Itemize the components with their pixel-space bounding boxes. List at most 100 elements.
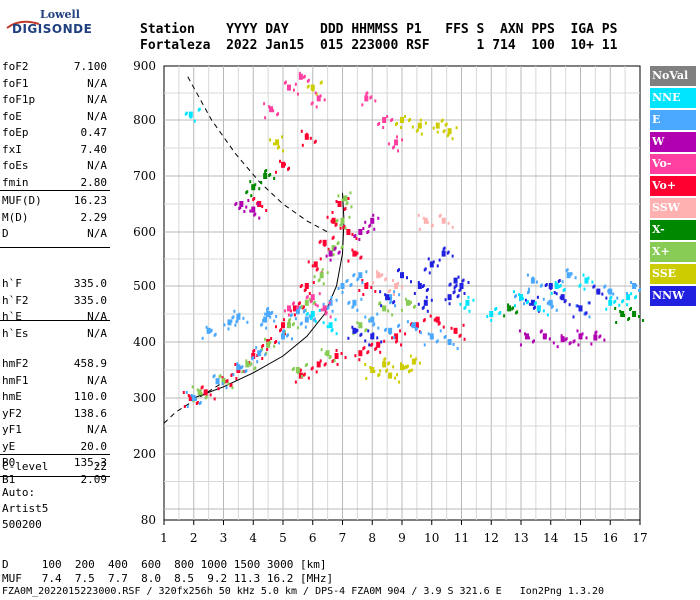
echo-point [570,272,573,276]
echo-point [358,358,361,362]
echo-point [622,299,625,303]
echo-point [261,357,264,360]
echo-point [519,294,523,301]
echo-point [242,316,245,320]
echo-point [328,301,331,305]
echo-point [281,135,284,139]
echo-point [279,159,281,163]
echo-point [512,306,515,310]
echo-point [213,374,216,378]
echo-point [343,225,346,228]
echo-point [316,95,321,102]
echo-point [344,207,347,210]
echo-point [262,344,265,347]
echo-point [416,128,419,132]
echo-point [435,316,440,323]
echo-point [269,138,272,142]
param-name: foF2 [2,60,29,73]
echo-point [316,361,321,368]
echo-point [233,309,236,313]
echo-point [364,220,367,224]
echo-point [630,281,633,284]
echo-point [300,321,303,325]
echo-point [200,392,203,396]
echo-point [400,343,403,347]
echo-point [261,322,264,326]
x-tick-label: 3 [220,531,228,545]
y-tick-label: 80 [141,513,156,527]
autoscaling-info: Artist5 [2,502,49,515]
echo-point [391,336,394,340]
param-name: h`E [2,310,22,323]
echo-point [400,362,402,366]
digisonde-logo: Lowell DIGISONDE [6,8,92,44]
echo-point [246,320,249,324]
echo-point [414,322,419,329]
echo-point [320,308,323,312]
echo-point [328,250,333,257]
echo-point [432,126,435,130]
echo-point [519,343,522,347]
echo-point [287,313,290,317]
echo-point [444,298,447,302]
echo-point [556,345,559,349]
echo-point [564,299,567,303]
echo-point [393,145,396,149]
echo-point [312,281,315,284]
echo-point [451,225,454,229]
echo-point [319,94,322,98]
echo-point [584,277,589,284]
echo-point [565,337,568,341]
echo-point [406,364,409,368]
echo-point [292,88,295,92]
echo-point [241,370,244,374]
echo-point [305,132,308,136]
echo-point [286,305,291,312]
echo-point [368,343,371,347]
echo-point [358,272,363,279]
echo-point [235,377,238,380]
param-name: yE [2,439,16,453]
echo-point [379,369,382,373]
echo-point [343,195,348,202]
echo-point [614,307,617,310]
echo-point [368,319,371,323]
echo-point [273,142,276,146]
echo-point [554,281,557,284]
echo-point [384,357,387,361]
echo-point [448,302,451,306]
echo-point [393,300,396,304]
echo-point [410,368,413,372]
param-value: N/A [87,159,107,172]
echo-point [599,334,602,338]
echo-point [194,398,197,401]
echo-point [350,205,353,209]
echo-point [307,376,310,380]
echo-point [307,260,310,264]
echo-point [201,336,204,340]
echo-point [568,303,571,307]
echo-point [313,261,318,268]
param-value: N/A [87,326,107,340]
echo-point [269,173,272,176]
param-value: 2.09 [80,472,108,486]
echo-point [495,307,498,310]
echo-point [379,290,382,294]
panel-separator [0,454,110,455]
legend-item: X+ [650,242,696,262]
echo-point [548,337,551,341]
echo-point [417,283,422,289]
param-value: N/A [87,93,107,106]
legend-item: SSW [650,198,696,218]
legend-item: Vo- [650,154,696,174]
echo-point [193,119,196,123]
muf-row: MUF 7.4 7.5 7.7 8.0 8.5 9.2 11.3 16.2 [M… [2,572,334,585]
echo-point [453,277,458,284]
echo-point [528,302,531,306]
echo-point [190,394,193,397]
echo-point [527,300,529,304]
legend-item: X- [650,220,696,240]
echo-point [373,322,376,326]
echo-point [424,121,427,125]
echo-point [338,250,341,254]
